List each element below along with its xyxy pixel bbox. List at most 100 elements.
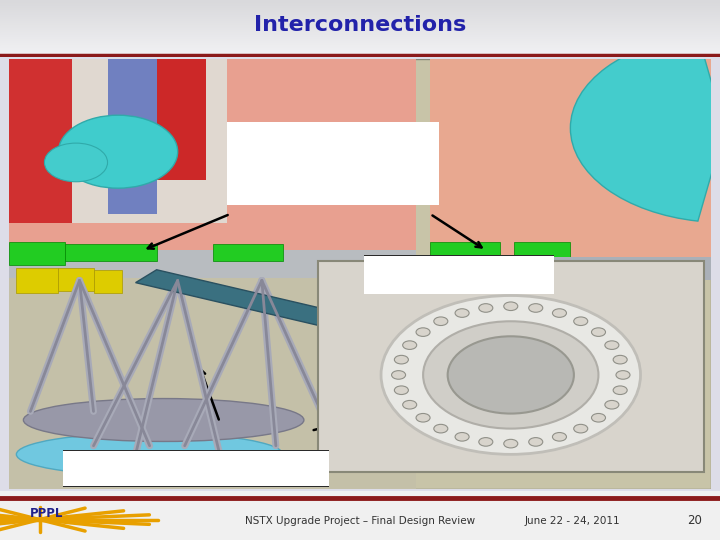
FancyBboxPatch shape [430, 59, 711, 266]
Bar [0, 7, 720, 8]
Text: static: static [347, 180, 371, 190]
Circle shape [552, 309, 567, 318]
Bar [0, 31, 720, 32]
Circle shape [416, 414, 430, 422]
FancyBboxPatch shape [430, 257, 711, 280]
FancyBboxPatch shape [9, 59, 416, 266]
Circle shape [455, 309, 469, 318]
Bar [0, 42, 720, 43]
FancyBboxPatch shape [430, 264, 472, 291]
FancyBboxPatch shape [66, 244, 157, 261]
Bar [0, 11, 720, 12]
Bar [0, 44, 720, 45]
Text: PPPL: PPPL [30, 507, 63, 520]
Circle shape [592, 328, 606, 336]
FancyBboxPatch shape [225, 120, 441, 206]
Bar [0, 54, 720, 55]
Bar [0, 2, 720, 3]
FancyBboxPatch shape [212, 244, 283, 261]
Bar [0, 1, 720, 2]
Text: High friction interface:: High friction interface: [240, 142, 391, 155]
Circle shape [402, 401, 417, 409]
FancyBboxPatch shape [94, 270, 122, 293]
Bar [0, 23, 720, 24]
Circle shape [552, 433, 567, 441]
FancyBboxPatch shape [536, 266, 570, 291]
FancyBboxPatch shape [318, 261, 703, 471]
Bar [0, 55, 720, 56]
Circle shape [434, 317, 448, 326]
Bar [0, 18, 720, 19]
FancyBboxPatch shape [9, 59, 73, 222]
Bar [0, 51, 720, 52]
FancyBboxPatch shape [9, 251, 416, 280]
Bar [0, 19, 720, 20]
FancyBboxPatch shape [73, 59, 227, 222]
Bar [0, 37, 720, 38]
Bar [0, 3, 720, 4]
Circle shape [592, 414, 606, 422]
FancyBboxPatch shape [9, 242, 66, 266]
Bar [0, 32, 720, 33]
Bar [0, 56, 720, 57]
Bar [0, 8, 720, 9]
Bar [0, 52, 720, 53]
Circle shape [613, 355, 627, 364]
Wedge shape [45, 143, 107, 182]
Text: surface coating μ: surface coating μ [240, 173, 355, 187]
Bar [0, 41, 720, 42]
Text: NSTX Upgrade Project – Final Design Review: NSTX Upgrade Project – Final Design Revi… [245, 516, 475, 525]
Bar [0, 4, 720, 5]
Bar [0, 28, 720, 29]
Bar [0, 47, 720, 48]
Circle shape [605, 341, 619, 349]
Bar [0, 29, 720, 30]
Circle shape [381, 295, 641, 454]
Text: June 22 - 24, 2011: June 22 - 24, 2011 [525, 516, 620, 525]
Bar [0, 49, 720, 50]
Circle shape [448, 336, 574, 414]
Bar [0, 34, 720, 35]
Circle shape [528, 303, 543, 312]
Bar [0, 45, 720, 46]
Bar [0, 21, 720, 22]
Bar [0, 50, 720, 51]
Circle shape [574, 424, 588, 433]
Circle shape [402, 341, 417, 349]
Bar [0, 30, 720, 31]
Circle shape [504, 440, 518, 448]
Bar [0, 53, 720, 54]
Circle shape [605, 401, 619, 409]
Bar [0, 22, 720, 23]
FancyBboxPatch shape [480, 264, 528, 293]
Text: ≥ 0.5: ≥ 0.5 [361, 173, 400, 187]
FancyBboxPatch shape [514, 242, 570, 259]
Ellipse shape [17, 433, 283, 476]
Bar [0, 40, 720, 41]
Bar [0, 43, 720, 44]
Bar [0, 9, 720, 10]
Bar [0, 13, 720, 14]
Ellipse shape [23, 399, 304, 442]
Bar [0, 27, 720, 28]
Circle shape [392, 370, 405, 379]
Circle shape [504, 302, 518, 310]
Bar [0, 46, 720, 47]
Circle shape [528, 437, 543, 446]
Circle shape [616, 370, 630, 379]
Circle shape [479, 437, 492, 446]
FancyBboxPatch shape [107, 59, 157, 214]
FancyBboxPatch shape [157, 59, 206, 180]
FancyBboxPatch shape [17, 268, 58, 293]
Text: Lower  Crown-Lid-Pedestal  Bolt Plate: Lower Crown-Lid-Pedestal Bolt Plate [71, 462, 321, 475]
Bar [0, 35, 720, 36]
FancyBboxPatch shape [58, 268, 94, 291]
Bar [0, 26, 720, 27]
Wedge shape [570, 35, 720, 221]
FancyBboxPatch shape [430, 242, 500, 259]
Circle shape [613, 386, 627, 395]
Bar [0, 0, 720, 1]
Bar [0, 14, 720, 15]
Bar [0, 38, 720, 39]
Bar [0, 5, 720, 6]
